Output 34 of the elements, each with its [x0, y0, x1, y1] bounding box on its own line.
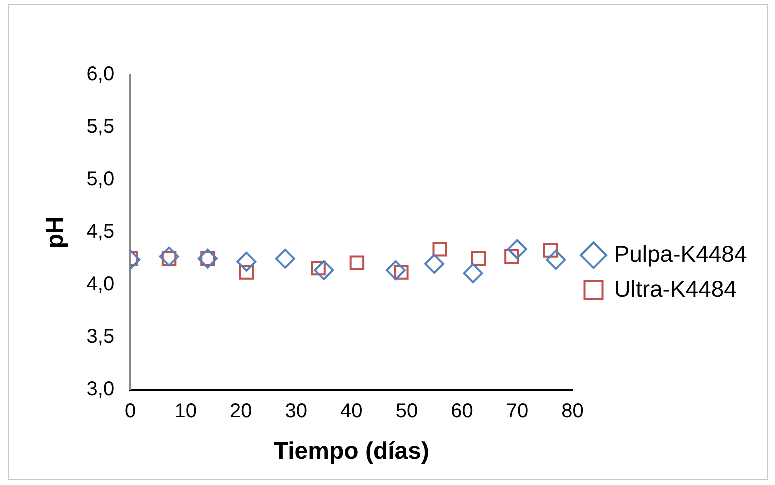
y-axis-title: pH	[42, 216, 70, 249]
point	[432, 242, 448, 257]
point	[424, 254, 445, 274]
point	[275, 248, 296, 269]
x-tick-label: 0	[125, 400, 136, 423]
y-tick-label: 5,5	[86, 116, 115, 138]
point	[314, 260, 334, 280]
y-tick-label: 3,5	[86, 326, 115, 348]
x-tick-label: 50	[396, 400, 418, 423]
y-tick-label: 3,0	[86, 378, 115, 401]
point	[546, 250, 566, 270]
x-tick-label: 70	[506, 400, 529, 423]
x-axis-title: Tiempo (días)	[274, 438, 430, 466]
x-tick-label: 30	[285, 400, 308, 423]
x-tick-label: 60	[451, 400, 474, 423]
point	[543, 243, 558, 258]
legend-label: Pulpa-K4484	[614, 240, 748, 267]
y-tick-label: 4,5	[86, 221, 115, 244]
point	[463, 264, 484, 284]
point	[507, 239, 528, 260]
point	[236, 252, 257, 272]
point	[159, 246, 180, 267]
x-tick-label: 80	[562, 400, 584, 423]
point	[471, 252, 486, 266]
legend-label: Ultra-K4484	[614, 276, 738, 302]
y-tick-label: 4,0	[86, 274, 115, 296]
x-tick-label: 20	[230, 400, 252, 423]
point	[386, 260, 406, 280]
point	[239, 265, 254, 280]
y-tick-label: 6,0	[86, 64, 115, 86]
x-tick-label: 10	[174, 400, 197, 423]
point	[350, 256, 365, 270]
y-tick-label: 5,0	[86, 168, 115, 191]
x-tick-label: 40	[340, 400, 363, 423]
